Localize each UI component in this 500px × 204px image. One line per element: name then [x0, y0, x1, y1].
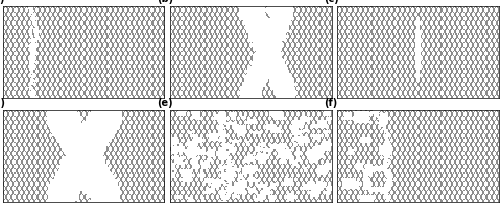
Text: (e): (e)	[157, 98, 172, 108]
Text: (a): (a)	[0, 0, 5, 4]
Text: (c): (c)	[324, 0, 339, 4]
Text: (d): (d)	[0, 98, 6, 108]
Text: (b): (b)	[157, 0, 173, 4]
Text: (f): (f)	[324, 98, 338, 108]
